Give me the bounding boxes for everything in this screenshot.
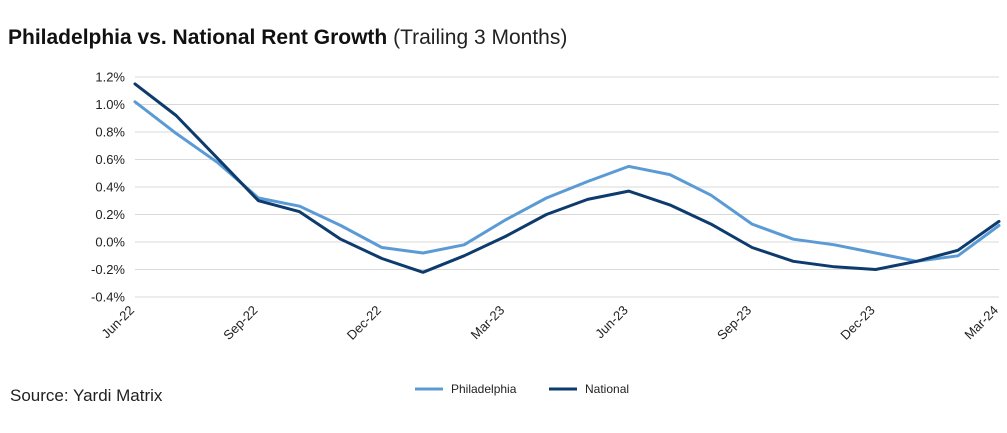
x-tick-label: Jun-22 — [98, 303, 137, 342]
y-tick-label: 1.0% — [95, 97, 125, 112]
legend-label-national: National — [585, 382, 629, 396]
x-tick-label: Dec-23 — [837, 303, 877, 343]
y-tick-label: -0.2% — [91, 262, 125, 277]
legend-label-philadelphia: Philadelphia — [451, 382, 517, 396]
x-tick-label: Mar-23 — [468, 303, 508, 343]
y-tick-label: 0.6% — [95, 152, 125, 167]
y-tick-label: 1.2% — [95, 70, 125, 85]
x-tick-label: Sep-23 — [714, 303, 754, 343]
y-tick-label: -0.4% — [91, 290, 125, 305]
x-tick-label: Mar-24 — [961, 303, 1001, 343]
chart-title: Philadelphia vs. National Rent Growth (T… — [8, 26, 567, 50]
chart-subtitle: (Trailing 3 Months) — [393, 26, 568, 49]
x-tick-label: Dec-22 — [344, 303, 384, 343]
legend: Philadelphia National — [415, 382, 629, 396]
y-tick-label: 0.4% — [95, 180, 125, 195]
grid-lines — [135, 76, 999, 298]
y-tick-label: 0.8% — [95, 125, 125, 140]
x-tick-label: Jun-23 — [592, 303, 631, 342]
y-tick-label: 0.0% — [95, 235, 125, 250]
source-note: Source: Yardi Matrix — [10, 386, 163, 405]
series-line-national — [133, 82, 1001, 274]
x-tick-label: Sep-22 — [220, 303, 260, 343]
chart-title-main: Philadelphia vs. National Rent Growth — [8, 26, 388, 49]
series-line-philadelphia — [133, 100, 1001, 263]
x-axis-ticks: Jun-22 Sep-22 Dec-22 Mar-23 Jun-23 Sep-23 Dec-… — [98, 303, 1001, 343]
y-axis-ticks: 1.2% 1.0% 0.8% 0.6% 0.4% 0.2% 0.0% -0.2% -0.4% — [91, 70, 125, 305]
y-tick-label: 0.2% — [95, 207, 125, 222]
series-lines — [133, 82, 1001, 274]
